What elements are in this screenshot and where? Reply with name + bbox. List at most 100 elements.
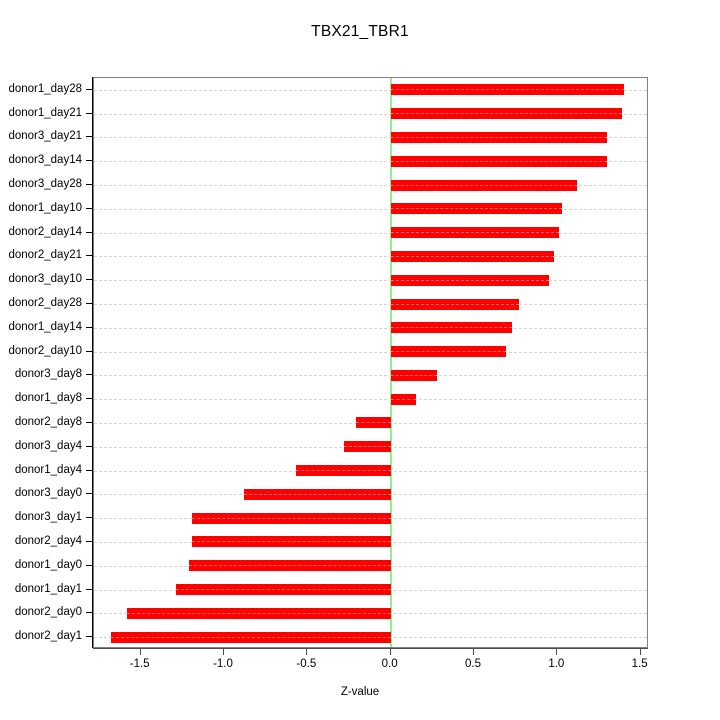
gridline bbox=[94, 399, 647, 401]
x-axis-tick-label: -0.5 bbox=[296, 658, 317, 670]
y-axis-tick bbox=[86, 445, 93, 447]
x-axis-tick-label: 1.5 bbox=[631, 658, 648, 670]
bar[interactable] bbox=[355, 417, 391, 429]
bar[interactable] bbox=[110, 631, 391, 643]
y-axis-tick-label: donor2_day0 bbox=[14, 606, 82, 619]
y-axis-tick-label: donor1_day0 bbox=[14, 558, 82, 571]
bar[interactable] bbox=[390, 250, 555, 262]
bar[interactable] bbox=[390, 369, 438, 381]
chart-title: TBX21_TBR1 bbox=[311, 23, 409, 40]
y-axis-tick-label: donor2_day8 bbox=[14, 415, 82, 428]
x-axis-tick bbox=[556, 648, 558, 655]
bar[interactable] bbox=[244, 488, 391, 500]
y-axis-tick bbox=[86, 517, 93, 519]
y-axis-tick-label: donor3_day8 bbox=[14, 368, 82, 381]
y-axis-tick bbox=[86, 160, 93, 162]
x-axis-tick bbox=[306, 648, 308, 655]
gridline bbox=[94, 351, 647, 353]
y-axis-tick-label: donor3_day14 bbox=[8, 154, 82, 167]
y-axis-tick bbox=[86, 350, 93, 352]
y-axis-tick bbox=[86, 136, 93, 138]
x-axis-tick-label: 0.5 bbox=[465, 658, 481, 670]
bar[interactable] bbox=[390, 346, 506, 358]
y-axis-tick bbox=[86, 612, 93, 614]
y-axis-tick-label: donor1_day4 bbox=[14, 463, 82, 476]
bar[interactable] bbox=[390, 393, 416, 405]
y-axis-tick-label: donor1_day14 bbox=[8, 320, 82, 333]
y-axis-tick bbox=[86, 636, 93, 638]
plot-panel bbox=[93, 77, 648, 648]
x-axis-tick bbox=[639, 648, 641, 655]
gridline bbox=[94, 304, 647, 306]
bar[interactable] bbox=[390, 274, 550, 286]
gridline bbox=[94, 208, 647, 210]
x-axis-tick bbox=[223, 648, 224, 655]
y-axis-line bbox=[92, 77, 93, 648]
y-axis-tick-label: donor1_day21 bbox=[8, 106, 82, 119]
y-axis-tick bbox=[86, 540, 93, 542]
y-axis-tick bbox=[86, 303, 93, 305]
bar[interactable] bbox=[295, 465, 391, 477]
bar[interactable] bbox=[390, 155, 608, 167]
y-axis-tick-label: donor1_day10 bbox=[8, 201, 82, 214]
x-axis-tick bbox=[139, 648, 141, 655]
y-axis-tick bbox=[86, 374, 93, 376]
x-axis-tick bbox=[389, 648, 391, 655]
y-axis-tick-label: donor3_day0 bbox=[14, 487, 82, 500]
plot-area bbox=[94, 78, 647, 647]
y-axis-tick bbox=[86, 588, 93, 590]
bar[interactable] bbox=[390, 322, 513, 334]
gridline bbox=[94, 113, 647, 115]
bar[interactable] bbox=[127, 607, 391, 619]
y-axis-tick bbox=[86, 207, 93, 209]
gridline bbox=[94, 89, 647, 91]
bar[interactable] bbox=[175, 584, 391, 596]
bar[interactable] bbox=[390, 84, 625, 96]
x-axis-title: Z-value bbox=[340, 686, 380, 698]
bar[interactable] bbox=[390, 298, 520, 310]
bar[interactable] bbox=[390, 131, 608, 143]
y-axis-tick bbox=[86, 112, 93, 114]
y-axis-tick-label: donor2_day21 bbox=[8, 249, 82, 262]
bar[interactable] bbox=[390, 203, 563, 215]
bar[interactable] bbox=[390, 108, 623, 120]
y-axis-tick-label: donor3_day10 bbox=[8, 273, 82, 286]
y-axis-tick bbox=[86, 564, 93, 566]
y-axis-tick-label: donor3_day21 bbox=[8, 130, 82, 143]
y-axis-tick-label: donor1_day8 bbox=[14, 392, 82, 405]
y-axis-tick bbox=[86, 493, 93, 495]
y-axis-tick-label: donor2_day28 bbox=[8, 297, 82, 310]
gridline bbox=[94, 280, 647, 282]
x-axis-line bbox=[93, 648, 648, 649]
gridline bbox=[94, 137, 647, 139]
y-axis-tick-label: donor2_day4 bbox=[14, 534, 82, 547]
x-axis-tick-label: 0.0 bbox=[381, 658, 398, 670]
gridline bbox=[94, 256, 647, 258]
bar[interactable] bbox=[189, 560, 391, 572]
bar[interactable] bbox=[390, 227, 560, 239]
y-axis-tick bbox=[86, 398, 93, 400]
y-axis-tick bbox=[86, 255, 93, 257]
bar[interactable] bbox=[390, 179, 578, 191]
y-axis-tick-label: donor2_day10 bbox=[8, 344, 82, 357]
x-axis-tick-label: 1.0 bbox=[548, 658, 565, 670]
y-axis-tick-label: donor2_day14 bbox=[8, 225, 82, 238]
gridline bbox=[94, 375, 647, 377]
y-axis-tick-label: donor3_day1 bbox=[14, 511, 82, 524]
gridline bbox=[94, 232, 647, 234]
y-axis-tick bbox=[86, 326, 93, 328]
gridline bbox=[94, 185, 647, 187]
y-axis-tick bbox=[86, 279, 93, 281]
y-axis-tick bbox=[86, 421, 93, 423]
y-axis-tick bbox=[86, 469, 93, 471]
zero-reference-line bbox=[389, 78, 392, 647]
y-axis-tick-label: donor1_day1 bbox=[14, 582, 82, 595]
y-axis-tick bbox=[86, 231, 93, 233]
bar[interactable] bbox=[192, 536, 391, 548]
bar[interactable] bbox=[344, 441, 391, 453]
x-axis-tick bbox=[473, 648, 474, 655]
bar[interactable] bbox=[192, 512, 391, 524]
x-axis-tick-label: -1.0 bbox=[213, 658, 233, 670]
gridline bbox=[94, 161, 647, 163]
